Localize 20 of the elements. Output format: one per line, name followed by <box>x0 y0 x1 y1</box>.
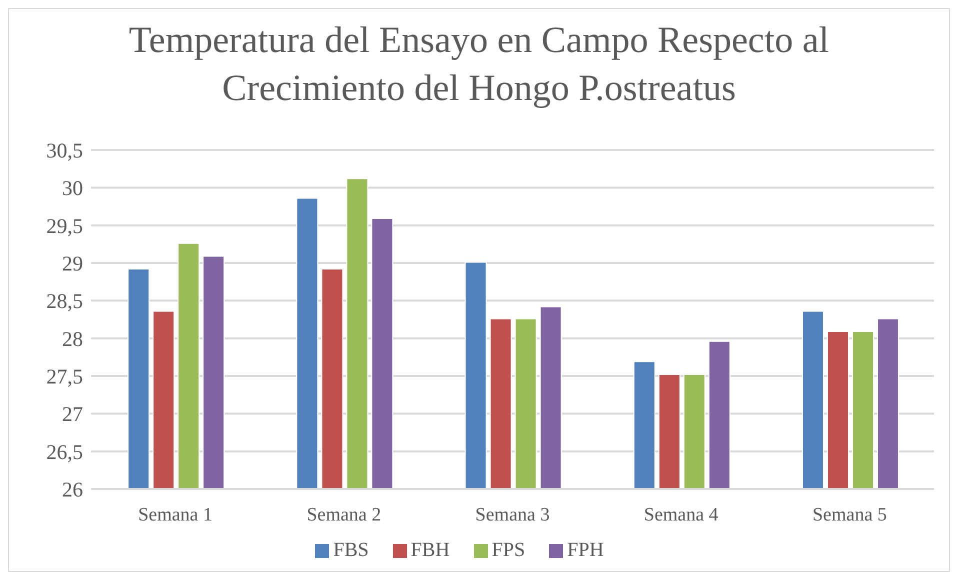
legend-label: FPS <box>492 539 526 561</box>
legend-label: FBS <box>333 539 369 561</box>
y-tick-label: 29 <box>62 251 83 276</box>
y-tick-label: 27,5 <box>46 364 83 388</box>
y-tick-label: 27 <box>62 402 83 426</box>
x-tick-label: Semana 5 <box>812 504 887 526</box>
legend-label: FBH <box>410 539 450 561</box>
x-tick-label: Semana 1 <box>138 504 213 526</box>
y-tick-label: 28,5 <box>46 289 83 314</box>
x-tick-label: Semana 3 <box>475 504 550 526</box>
y-tick-label: 29,5 <box>46 214 83 238</box>
y-tick-label: 26,5 <box>46 440 83 464</box>
chart-title: Temperatura del Ensayo en Campo Respecto al Crecimiento del Hongo P.ostreatus <box>128 19 830 111</box>
x-tick-label: Semana 2 <box>306 504 382 526</box>
y-tick-label: 26 <box>62 477 83 502</box>
y-tick-label: 30,5 <box>46 138 83 162</box>
y-tick-label: 30 <box>62 176 83 200</box>
y-tick-label: 28 <box>62 326 83 351</box>
legend-label: FPH <box>567 539 604 561</box>
x-tick-label: Semana 4 <box>644 504 719 526</box>
